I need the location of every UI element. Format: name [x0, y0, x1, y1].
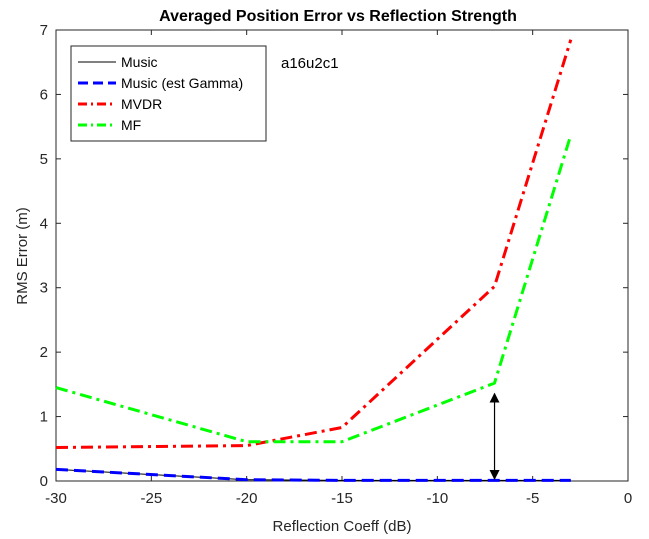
- y-axis-ticks: 0 1 2 3 4 5 6 7: [40, 22, 628, 490]
- y-tick-label: 0: [40, 473, 48, 490]
- legend-entry: Music: [121, 54, 158, 70]
- series-line-4: [55, 134, 573, 444]
- legend-entry: MF: [121, 117, 141, 133]
- y-tick-label: 6: [40, 86, 48, 103]
- x-tick-label: -10: [426, 490, 448, 507]
- annotation-label: a16u2c1: [281, 55, 339, 72]
- legend-entry: MVDR: [121, 96, 162, 112]
- y-tick-label: 3: [40, 280, 48, 297]
- y-tick-label: 7: [40, 22, 48, 39]
- chart-title: Averaged Position Error vs Reflection St…: [159, 8, 517, 25]
- y-tick-label: 4: [40, 215, 48, 232]
- x-tick-label: -25: [140, 490, 162, 507]
- x-tick-label: -20: [236, 490, 258, 507]
- series-line-2: [55, 467, 571, 482]
- series-line-3: [55, 39, 573, 449]
- series-layer: [55, 39, 573, 482]
- x-tick-label: 0: [624, 490, 632, 507]
- y-axis-label: RMS Error (m): [14, 207, 31, 305]
- y-tick-label: 5: [40, 151, 48, 168]
- y-tick-label: 1: [40, 409, 48, 426]
- x-tick-label: -5: [526, 490, 539, 507]
- x-tick-label: -15: [331, 490, 353, 507]
- y-tick-label: 2: [40, 344, 48, 361]
- x-tick-label: -30: [45, 490, 67, 507]
- x-axis-label: Reflection Coeff (dB): [273, 518, 412, 535]
- legend-box: [70, 45, 267, 142]
- legend: Music Music (est Gamma) MVDR MF: [70, 45, 267, 142]
- legend-entry: Music (est Gamma): [121, 75, 243, 91]
